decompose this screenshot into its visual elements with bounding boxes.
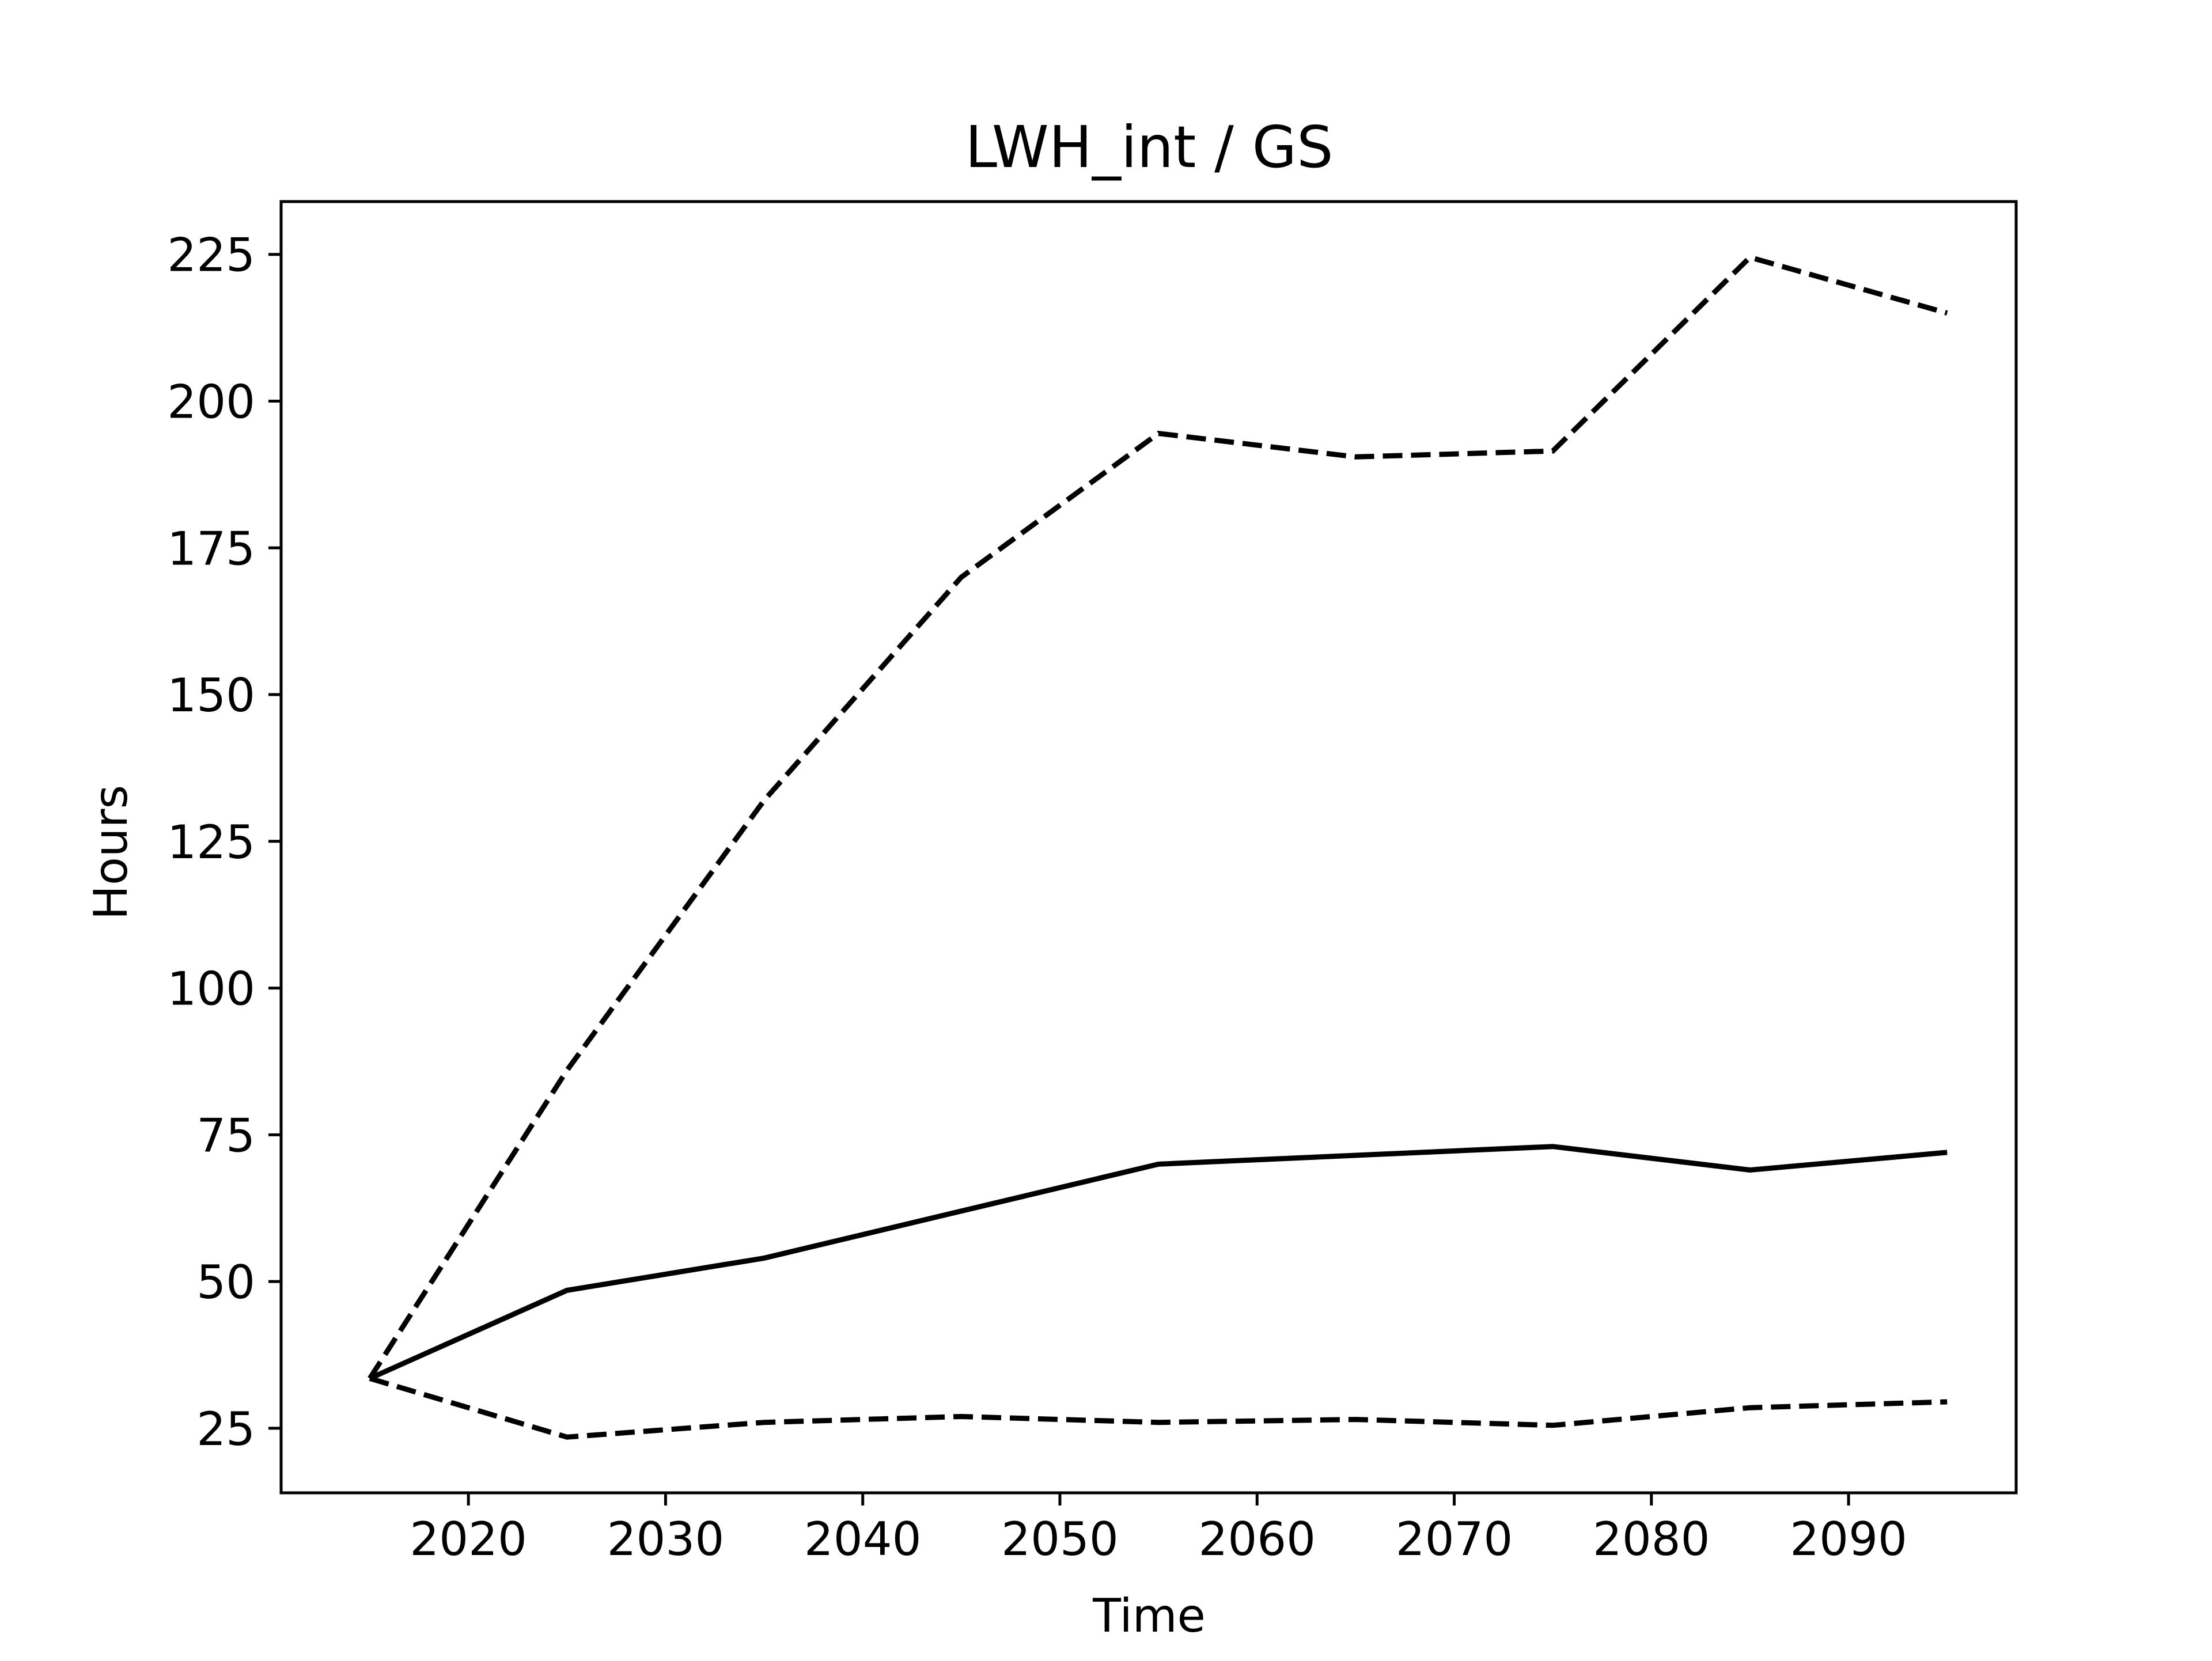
plot-frame (279, 200, 2018, 1495)
x-tick-label: 2030 (607, 1512, 725, 1566)
y-axis-label: Hours (84, 785, 138, 920)
y-tick-label: 200 (167, 375, 255, 428)
x-tick-label: 2090 (1790, 1512, 1907, 1566)
x-tick-label: 2020 (410, 1512, 527, 1566)
y-tick-label: 25 (196, 1402, 255, 1456)
x-tick-label: 2070 (1396, 1512, 1513, 1566)
chart-title: LWH_int / GS (965, 113, 1333, 181)
series-line-3 (369, 1375, 1948, 1440)
x-tick-label: 2040 (804, 1512, 922, 1566)
y-tick-label: 100 (167, 962, 255, 1016)
x-tick-label: 2080 (1593, 1512, 1710, 1566)
y-tick-label: 175 (167, 522, 255, 575)
y-tick-label: 125 (167, 816, 255, 869)
x-axis-label: Time (1092, 1589, 1206, 1643)
y-tick-label: 75 (196, 1109, 255, 1162)
x-tick-label: 2060 (1198, 1512, 1316, 1566)
series-line-1 (369, 1144, 1948, 1381)
x-axis: 2020 2030 2040 2050 2060 2070 2080 2090 (410, 1493, 1907, 1566)
x-tick-label: 2050 (1001, 1512, 1119, 1566)
series-layer (368, 254, 1948, 1440)
y-axis: 25 50 75 100 125 150 175 200 225 (167, 229, 281, 1456)
y-tick-label: 150 (167, 669, 255, 722)
y-tick-label: 225 (167, 229, 255, 282)
series-line-2 (368, 254, 1948, 1380)
y-tick-label: 50 (196, 1256, 255, 1309)
